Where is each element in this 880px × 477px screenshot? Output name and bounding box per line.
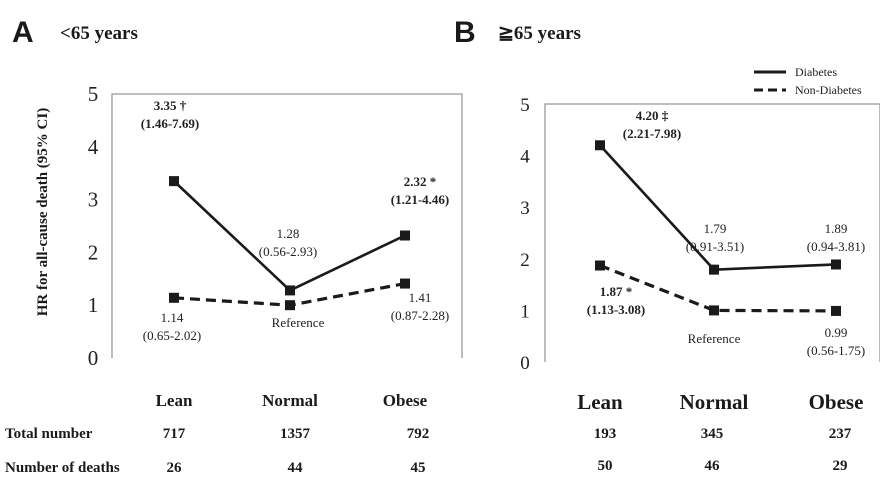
panel-a-data-point-diabetes-obese bbox=[400, 230, 410, 241]
panel-a-title: <65 years bbox=[60, 23, 138, 44]
panel-b-category-label: Normal bbox=[680, 390, 749, 414]
y-axis-label: HR for all-cause death (95% CI) bbox=[35, 108, 51, 316]
panel-a-data-point-diabetes-lean bbox=[169, 176, 179, 187]
panel-a-number-of-deaths-cell: 44 bbox=[288, 460, 304, 476]
panel-b-y-tick-label: 5 bbox=[520, 95, 530, 116]
panel-a-y-tick-label: 5 bbox=[88, 82, 99, 106]
panel-b-data-point-non-diabetes-obese bbox=[831, 305, 841, 316]
panel-a-total-number-cell: 1357 bbox=[280, 426, 311, 442]
panel-a-annotation-4: 1.14 (0.65-2.02) bbox=[143, 310, 202, 343]
panel-b-title: ≧65 years bbox=[498, 23, 581, 44]
panel-b-series-line-non-diabetes bbox=[599, 264, 837, 313]
panel-b-number-of-deaths-cell: 46 bbox=[705, 458, 721, 474]
panel-a-annotation-4-line: (0.65-2.02) bbox=[143, 328, 202, 343]
panel-b-plot-frame bbox=[544, 103, 880, 362]
panel-a-number-of-deaths-cell: 45 bbox=[411, 460, 426, 476]
panel-a-annotation-5: Reference bbox=[272, 315, 325, 330]
panel-b-annotation-4-line: (1.13-3.08) bbox=[587, 302, 646, 317]
panel-b-annotation-1: 4.20 ‡ (2.21-7.98) bbox=[623, 108, 682, 141]
panel-a-y-tick-label: 1 bbox=[88, 293, 99, 317]
panel-a-annotation-2-line: 1.28 bbox=[277, 226, 300, 241]
row-label-number-of-deaths: Number of deaths bbox=[5, 460, 120, 476]
panel-a-annotation-2-line: (0.56-2.93) bbox=[259, 244, 318, 259]
panel-b-data-point-diabetes-obese bbox=[831, 259, 841, 270]
panel-b-annotation-6: 0.99 (0.56-1.75) bbox=[807, 325, 866, 358]
legend: Diabetes Non-Diabetes bbox=[754, 65, 862, 97]
panel-a-data-point-non-diabetes-lean bbox=[169, 292, 179, 303]
panel-b-total-number-cell: 345 bbox=[701, 426, 724, 442]
panel-b-annotation-2-line: (0.91-3.51) bbox=[686, 239, 745, 254]
panel-a-annotation-6-line: (0.87-2.28) bbox=[391, 308, 450, 323]
panel-a-category-label: Obese bbox=[383, 391, 428, 410]
panel-b-y-tick-label: 0 bbox=[520, 353, 530, 374]
legend-label-diabetes: Diabetes bbox=[795, 65, 837, 79]
panel-a-annotation-6-line: 1.41 bbox=[409, 290, 432, 305]
panel-a-number-of-deaths-cell: 26 bbox=[167, 460, 183, 476]
panel-b-annotation-3: 1.89 (0.94-3.81) bbox=[807, 221, 866, 254]
panel-a-data-point-non-diabetes-normal bbox=[285, 300, 295, 311]
panel-a-data-point-diabetes-normal bbox=[285, 285, 295, 296]
panel-b-data-point-diabetes-normal bbox=[709, 264, 719, 275]
panel-b-annotation-4: 1.87 * (1.13-3.08) bbox=[587, 284, 646, 317]
panel-b-annotation-3-line: 1.89 bbox=[825, 221, 848, 236]
panel-a-annotation-1-line: (1.46-7.69) bbox=[141, 116, 200, 131]
panel-b-category-label: Lean bbox=[577, 390, 623, 414]
panel-b-total-number-cell: 193 bbox=[594, 426, 617, 442]
panel-a-y-tick-label: 3 bbox=[88, 188, 99, 212]
panel-b-annotation-2-line: 1.79 bbox=[704, 221, 727, 236]
panel-b-letter: B bbox=[454, 16, 476, 49]
panel-b-number-of-deaths-cell: 29 bbox=[833, 458, 848, 474]
panel-b-y-tick-label: 3 bbox=[520, 198, 530, 219]
panel-b-annotation-3-line: (0.94-3.81) bbox=[807, 239, 866, 254]
panel-a-y-tick-label: 2 bbox=[88, 240, 99, 264]
legend-label-non-diabetes: Non-Diabetes bbox=[795, 83, 862, 97]
panel-b-data-point-diabetes-lean bbox=[595, 140, 605, 151]
panel-a-total-number-cell: 717 bbox=[163, 426, 186, 442]
panel-a-annotation-1: 3.35 † (1.46-7.69) bbox=[141, 98, 200, 131]
panel-b-data-point-non-diabetes-normal bbox=[709, 305, 719, 316]
panel-b-annotation-1-line: (2.21-7.98) bbox=[623, 126, 682, 141]
row-label-total-number: Total number bbox=[5, 426, 93, 442]
panel-a-annotation-4-line: 1.14 bbox=[161, 310, 184, 325]
panel-a-y-tick-label: 0 bbox=[88, 346, 99, 370]
panel-b-annotation-6-line: (0.56-1.75) bbox=[807, 343, 866, 358]
panel-b-annotation-2: 1.79 (0.91-3.51) bbox=[686, 221, 745, 254]
panel-a-category-label: Lean bbox=[156, 391, 193, 410]
panel-b-total-number-cell: 237 bbox=[829, 426, 852, 442]
panel-a-plot-frame bbox=[111, 93, 463, 358]
panel-a-annotation-3-line: (1.21-4.46) bbox=[391, 192, 450, 207]
panel-b-number-of-deaths-cell: 50 bbox=[598, 458, 613, 474]
panel-a-annotation-6: 1.41 (0.87-2.28) bbox=[391, 290, 450, 323]
panel-b-y-tick-label: 4 bbox=[520, 147, 530, 168]
panel-b-annotation-6-line: 0.99 bbox=[825, 325, 848, 340]
panel-a-data-point-non-diabetes-obese bbox=[400, 278, 410, 289]
panel-a-annotation-2: 1.28 (0.56-2.93) bbox=[259, 226, 318, 259]
panel-a-category-label: Normal bbox=[262, 391, 318, 410]
panel-a-y-tick-label: 4 bbox=[88, 135, 99, 159]
panel-b-data-point-non-diabetes-lean bbox=[595, 260, 605, 271]
panel-b-y-tick-label: 2 bbox=[520, 250, 530, 271]
panel-a-annotation-3: 2.32 * (1.21-4.46) bbox=[391, 174, 450, 207]
panel-a-letter: A bbox=[12, 16, 34, 49]
panel-b-annotation-1-line: 4.20 ‡ bbox=[636, 108, 669, 123]
panel-a-annotation-1-line: 3.35 † bbox=[154, 98, 187, 113]
panel-b-category-label: Obese bbox=[809, 390, 864, 414]
panel-b-annotation-4-line: 1.87 * bbox=[600, 284, 633, 299]
panel-a-total-number-cell: 792 bbox=[407, 426, 430, 442]
panel-a-annotation-5-line: Reference bbox=[272, 315, 325, 330]
panel-a-annotation-3-line: 2.32 * bbox=[404, 174, 437, 189]
panel-b-y-tick-label: 1 bbox=[520, 301, 530, 322]
panel-b-annotation-5-line: Reference bbox=[688, 331, 741, 346]
panel-b-annotation-5: Reference bbox=[688, 331, 741, 346]
